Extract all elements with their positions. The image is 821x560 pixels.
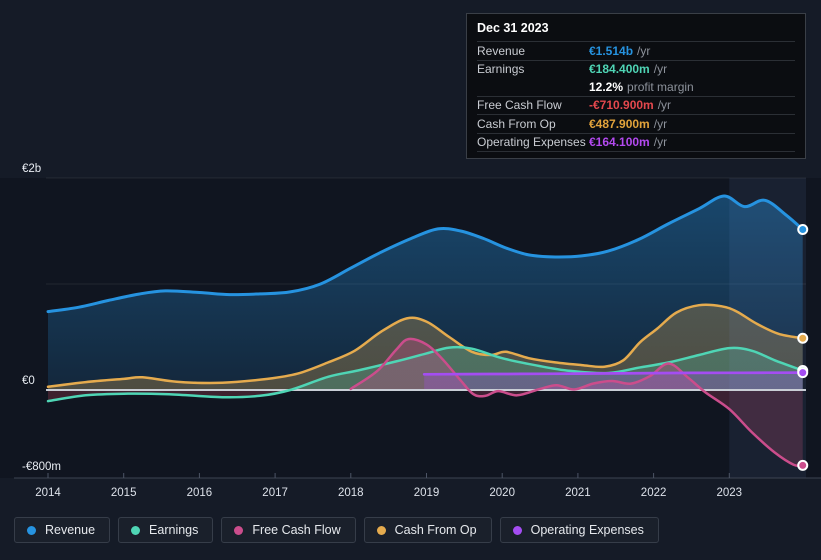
- y-axis-label: €2b: [22, 163, 41, 175]
- tooltip-row-revenue: Revenue €1.514b/yr: [477, 41, 795, 60]
- revenue-label: Revenue: [477, 43, 526, 58]
- legend-label: Revenue: [45, 523, 96, 537]
- cash-from-op-dot-icon: [376, 525, 386, 535]
- x-tick-label: 2021: [565, 487, 591, 499]
- revenue-value: €1.514b/yr: [589, 43, 651, 58]
- free-cash-flow-label: Free Cash Flow: [477, 98, 562, 113]
- earnings-value: €184.400m/yr: [589, 62, 668, 77]
- tooltip-date: Dec 31 2023: [477, 21, 549, 35]
- legend-item-revenue[interactable]: Revenue: [14, 517, 111, 543]
- legend-label: Operating Expenses: [530, 523, 644, 537]
- legend-label: Cash From Op: [394, 523, 477, 537]
- tooltip-row-operating-expenses: Operating Expenses €164.100m/yr: [477, 132, 795, 152]
- chart-tooltip: Dec 31 2023 Revenue €1.514b/yr Earnings …: [466, 13, 806, 159]
- x-tick-label: 2016: [187, 487, 213, 499]
- revenue-endpoint-dot[interactable]: [797, 224, 809, 236]
- x-tick-label: 2014: [35, 487, 61, 499]
- operating-expenses-line: [422, 371, 805, 376]
- legend-label: Earnings: [149, 523, 199, 537]
- legend-item-earnings[interactable]: Earnings: [118, 517, 214, 543]
- earnings-line: [46, 345, 804, 403]
- x-tick-label: 2015: [111, 487, 137, 499]
- tooltip-row-free-cash-flow: Free Cash Flow -€710.900m/yr: [477, 95, 795, 115]
- x-tick-label: 2018: [338, 487, 364, 499]
- operating-expenses-label: Operating Expenses: [477, 135, 586, 150]
- free-cash-flow-line: [349, 337, 804, 468]
- x-tick-label: 2023: [717, 487, 743, 499]
- operating-expenses-dot-icon: [512, 525, 522, 535]
- x-tick-label: 2022: [641, 487, 667, 499]
- legend-item-operating-expenses[interactable]: Operating Expenses: [499, 517, 659, 543]
- operating-expenses-endpoint-dot[interactable]: [797, 367, 809, 379]
- cash-from-op-value: €487.900m/yr: [589, 116, 668, 131]
- tooltip-row-cash-from-op: Cash From Op €487.900m/yr: [477, 114, 795, 133]
- x-tick-label: 2019: [414, 487, 440, 499]
- legend-label: Free Cash Flow: [252, 523, 341, 537]
- earnings-label: Earnings: [477, 62, 525, 77]
- legend-item-cash-from-op[interactable]: Cash From Op: [363, 517, 492, 543]
- profit-margin-value: 12.2% profit margin: [589, 79, 694, 94]
- free-cash-flow-value: -€710.900m/yr: [589, 98, 672, 113]
- x-tick-label: 2017: [262, 487, 288, 499]
- earnings-dot-icon: [131, 525, 141, 535]
- tooltip-row-earnings: Earnings €184.400m/yr: [477, 59, 795, 79]
- cash-from-op-label: Cash From Op: [477, 116, 556, 131]
- revenue-line: [46, 194, 805, 314]
- x-tick-label: 2020: [489, 487, 515, 499]
- cash-from-op-endpoint-dot[interactable]: [797, 332, 809, 344]
- free-cash-flow-endpoint-dot[interactable]: [797, 459, 809, 471]
- y-axis-label: -€800m: [22, 461, 61, 473]
- chart-legend: Revenue Earnings Free Cash Flow Cash From O…: [14, 517, 659, 543]
- y-axis-label: €0: [22, 375, 35, 387]
- free-cash-flow-dot-icon: [234, 525, 244, 535]
- legend-item-free-cash-flow[interactable]: Free Cash Flow: [221, 517, 356, 543]
- tooltip-row-profit-margin: 12.2% profit margin: [477, 78, 795, 96]
- operating-expenses-value: €164.100m/yr: [589, 135, 668, 150]
- revenue-dot-icon: [27, 525, 36, 535]
- revenue-area: [48, 195, 803, 390]
